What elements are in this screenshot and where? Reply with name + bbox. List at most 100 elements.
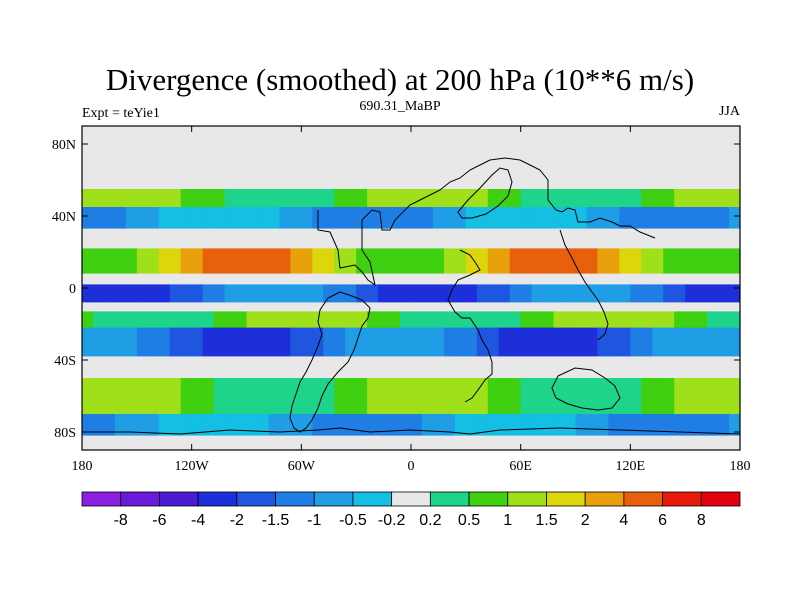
field-cell (180, 126, 193, 190)
field-cell (498, 311, 511, 329)
colorbar-swatch (662, 491, 702, 507)
field-cell (498, 273, 511, 285)
colorbar-label: 2 (581, 512, 590, 529)
colorbar-swatch (197, 491, 238, 507)
field-cell (707, 273, 719, 285)
field-cell (443, 228, 456, 249)
field-cell (257, 228, 270, 249)
field-cell (378, 302, 390, 312)
field-cell (718, 126, 730, 190)
field-cell (345, 302, 357, 312)
field-cell (147, 302, 160, 312)
field-cell (169, 207, 182, 230)
field-cell (608, 435, 620, 450)
field-cell (158, 189, 171, 208)
field-cell (114, 302, 127, 312)
colorbar-swatch (429, 491, 470, 507)
field-cell (707, 378, 719, 415)
field-cell (707, 302, 719, 312)
field-cell (180, 228, 193, 249)
field-cell (301, 126, 313, 190)
field-cell (630, 248, 642, 275)
field-cell (82, 284, 94, 303)
field-cell (301, 189, 313, 208)
field-cell (334, 302, 346, 312)
field-cell (312, 302, 324, 312)
field-cell (597, 356, 609, 379)
field-cell (586, 273, 599, 285)
x-tick-label: 120E (616, 459, 646, 474)
field-cell (597, 302, 609, 312)
field-cell (191, 378, 204, 415)
field-cell (707, 327, 719, 357)
field-cell (630, 284, 642, 303)
field-cell (334, 248, 346, 275)
field-cell (498, 228, 511, 249)
field-cell (498, 248, 511, 275)
field-cell (213, 126, 226, 190)
field-cell (663, 273, 675, 285)
x-axis: 180 120W 60W 0 60E 120E 180 (72, 126, 751, 474)
field-cell (443, 189, 456, 208)
field-cell (685, 248, 697, 275)
field-cell (696, 302, 708, 312)
field-cell (202, 207, 215, 230)
field-cell (553, 378, 566, 415)
field-cell (608, 189, 620, 208)
field-cell (169, 302, 182, 312)
field-cell (125, 302, 138, 312)
field-cell (509, 273, 522, 285)
field-cell (531, 189, 544, 208)
colorbar-label: -8 (114, 512, 128, 529)
field-cell (553, 284, 566, 303)
field-cell (235, 273, 248, 285)
field-cell (509, 302, 522, 312)
field-cell (158, 311, 171, 329)
field-cell (542, 126, 555, 190)
field-cell (213, 273, 226, 285)
field-cell (224, 189, 237, 208)
field-cell (674, 284, 686, 303)
field-cell (707, 414, 719, 437)
field-cell (279, 327, 291, 357)
field-cell (114, 126, 127, 190)
field-cell (487, 414, 500, 437)
field-cell (652, 273, 664, 285)
field-cell (608, 273, 620, 285)
field-cell (356, 126, 368, 190)
field-cell (202, 284, 215, 303)
field-cell (432, 378, 445, 415)
field-cell (520, 311, 533, 329)
field-cell (312, 284, 324, 303)
field-cell (476, 126, 489, 190)
field-cell (411, 273, 423, 285)
field-cell (509, 327, 522, 357)
colorbar-swatch (391, 491, 431, 507)
field-cell (169, 414, 182, 437)
field-cell (367, 207, 379, 230)
field-cell (674, 356, 686, 379)
field-cell (465, 248, 478, 275)
field-cell (674, 378, 686, 415)
field-cell (257, 356, 270, 379)
field-cell (92, 356, 105, 379)
field-cell (476, 414, 489, 437)
field-cell (432, 126, 445, 190)
field-cell (630, 327, 642, 357)
field-cell (729, 302, 740, 312)
field-cell (531, 207, 544, 230)
field-cell (312, 189, 324, 208)
field-cell (279, 228, 291, 249)
field-cell (553, 356, 566, 379)
field-cell (707, 435, 719, 450)
field-cell (652, 284, 664, 303)
field-cell (411, 207, 423, 230)
field-cell (421, 435, 434, 450)
field-cell (202, 327, 215, 357)
field-cell (268, 189, 280, 208)
field-cell (103, 284, 116, 303)
field-cell (575, 311, 588, 329)
field-cell (169, 228, 182, 249)
field-cell (564, 378, 577, 415)
field-cell (476, 435, 489, 450)
